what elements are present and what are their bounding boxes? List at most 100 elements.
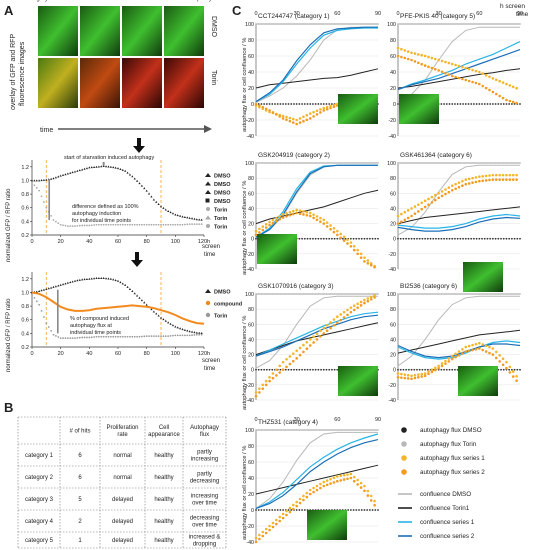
data-point-flux [319, 216, 322, 220]
data-point-torin-flux [314, 293, 317, 295]
data-point-flux [481, 179, 485, 183]
data-point-flux [369, 298, 373, 301]
data-point-flux [346, 473, 349, 476]
data-point-flux [254, 540, 258, 544]
data-point-torin-flux [508, 23, 511, 25]
data-point-flux [464, 345, 468, 349]
data-point-torin-flux [268, 23, 271, 25]
data-point-torin-flux [368, 293, 371, 295]
data-point-torin-flux [405, 23, 408, 25]
y-tick-label: 60 [390, 54, 396, 60]
data-point-dmso-flux [508, 368, 511, 371]
data-point [59, 223, 62, 226]
row-label-dmso: DMSO [210, 16, 217, 38]
data-point-flux [406, 377, 410, 380]
data-point-dmso-flux [274, 103, 276, 105]
data-point-dmso-flux [341, 237, 344, 240]
data-point-torin-flux [257, 429, 260, 431]
micro-dmso-2 [80, 6, 120, 56]
data-point-flux [491, 77, 495, 80]
data-point-flux [481, 72, 485, 75]
data-point-torin-flux [399, 162, 402, 164]
data-point [117, 335, 119, 338]
data-point-dmso-flux [424, 237, 427, 240]
data-point-flux [332, 105, 336, 109]
data-point-flux [440, 59, 444, 63]
data-point-torin-flux [303, 23, 306, 25]
data-point-flux [322, 326, 326, 330]
data-point-flux [339, 479, 343, 482]
data-point-torin-flux [263, 293, 266, 295]
data-point-dmso-flux [494, 103, 497, 105]
data-point-flux [396, 372, 400, 375]
data-point-flux [363, 489, 366, 493]
data-point-torin-flux [443, 293, 445, 295]
data-point-flux [450, 62, 454, 66]
data-point [112, 166, 115, 169]
data-point-torin-flux [282, 293, 285, 295]
data-point-dmso-flux [284, 368, 287, 371]
data-point [200, 223, 203, 225]
data-point-flux [433, 67, 437, 71]
data-point-flux [315, 109, 319, 113]
data-point-torin-flux [510, 162, 513, 164]
data-point-flux [505, 178, 508, 181]
data-point [148, 335, 150, 337]
data-point-flux [494, 350, 498, 354]
data-point-flux [339, 236, 343, 240]
data-point [35, 179, 38, 182]
data-point-dmso-flux [377, 509, 379, 511]
data-point [121, 223, 124, 226]
data-point-flux [403, 218, 407, 222]
data-point-dmso-flux [333, 368, 336, 371]
table-cell: partly [197, 0, 212, 2]
data-point-dmso-flux [279, 103, 282, 105]
data-point-flux [275, 368, 278, 372]
data-point-dmso-flux [426, 237, 429, 240]
data-point-torin-flux [341, 429, 344, 431]
data-point-flux [312, 486, 315, 490]
data-point-dmso-flux [481, 103, 483, 105]
data-point-dmso-flux [483, 103, 486, 105]
data-point-flux [315, 484, 319, 488]
data-point-flux [305, 340, 309, 344]
data-point [42, 178, 46, 181]
x-tick-label: 20 [58, 239, 64, 245]
table-row-label: category 3 [25, 497, 54, 503]
data-point-flux [400, 55, 403, 59]
data-point-flux [430, 66, 434, 70]
data-point-flux [450, 357, 454, 361]
data-point [126, 223, 129, 226]
data-point-flux [325, 221, 329, 224]
data-point-flux [508, 178, 512, 181]
series-confluence-series-2 [397, 49, 521, 91]
data-point [119, 223, 122, 226]
legend-label: autophagy flux DMSO [420, 427, 482, 434]
table-cell: none [116, 0, 130, 2]
legend-label: DMSO [214, 290, 231, 296]
data-point-torin-flux [459, 162, 462, 164]
data-point [57, 336, 60, 338]
data-point-dmso-flux [276, 103, 279, 105]
data-point-flux [430, 370, 434, 374]
data-point-flux [264, 223, 268, 226]
data-point-dmso-flux [301, 368, 303, 371]
data-point-dmso-flux [413, 237, 416, 240]
data-point-torin-flux [287, 429, 290, 431]
data-point-flux [315, 332, 319, 336]
data-point-flux [420, 207, 424, 211]
x-tick-label: 0 [30, 351, 33, 357]
data-point-torin-flux [481, 162, 483, 164]
data-point [64, 282, 67, 285]
data-point-flux [406, 373, 410, 377]
data-point-flux [336, 233, 339, 237]
chart-title: GSK1070916 (category 3) [258, 283, 334, 290]
data-point-flux [315, 218, 319, 222]
data-point-flux [295, 504, 298, 508]
data-point-torin-flux [312, 429, 314, 431]
data-point-flux [413, 60, 417, 63]
data-point-flux [288, 210, 292, 214]
data-point-flux [440, 362, 444, 365]
inset-micrograph [257, 234, 297, 264]
